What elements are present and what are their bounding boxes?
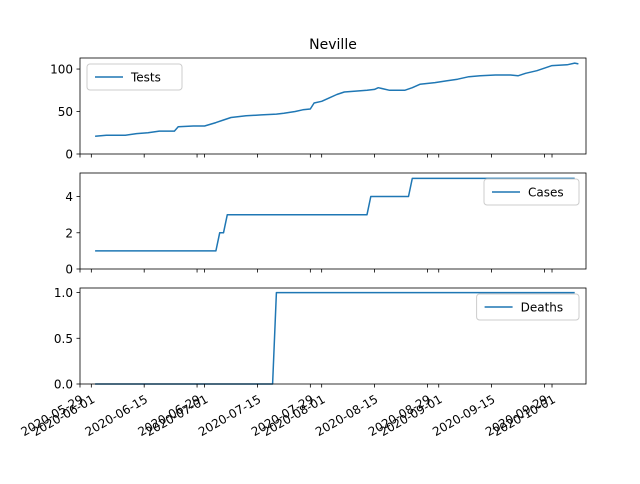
y-tick-label: 0 bbox=[65, 148, 73, 162]
y-tick-label: 4 bbox=[65, 190, 73, 204]
legend-box bbox=[476, 293, 580, 321]
legend-label: Deaths bbox=[521, 301, 564, 315]
axes-frame bbox=[79, 287, 587, 385]
subplot-1: 0 50 100 Neville Tests bbox=[50, 37, 587, 162]
y-tick-label: 0.5 bbox=[54, 332, 73, 346]
series-line-tests bbox=[95, 62, 579, 137]
legend-label: Tests bbox=[130, 71, 161, 85]
x-tick-label: 2020-10-01 bbox=[491, 392, 558, 439]
series-line-cases bbox=[95, 177, 575, 252]
axes-frame bbox=[79, 57, 587, 155]
legend: Tests bbox=[86, 63, 183, 91]
y-tick-label: 0.0 bbox=[54, 378, 73, 392]
legend: Deaths bbox=[476, 293, 580, 321]
chart-title: Neville bbox=[309, 37, 357, 53]
legend-box bbox=[86, 63, 183, 91]
legend-box bbox=[483, 178, 580, 206]
y-tick-label: 0 bbox=[65, 263, 73, 277]
legend: Cases bbox=[483, 178, 580, 206]
y-tick-label: 1.0 bbox=[54, 286, 73, 300]
y-tick-label: 100 bbox=[50, 63, 73, 77]
axes-frame bbox=[79, 172, 587, 270]
y-tick-label: 2 bbox=[65, 226, 73, 240]
subplot-2: 0 2 4 Cases bbox=[65, 172, 587, 277]
subplot-3: 0.00.51.02020-05-292020-06-012020-06-152… bbox=[18, 286, 587, 439]
legend-label: Cases bbox=[528, 186, 564, 200]
y-tick-label: 50 bbox=[58, 105, 73, 119]
